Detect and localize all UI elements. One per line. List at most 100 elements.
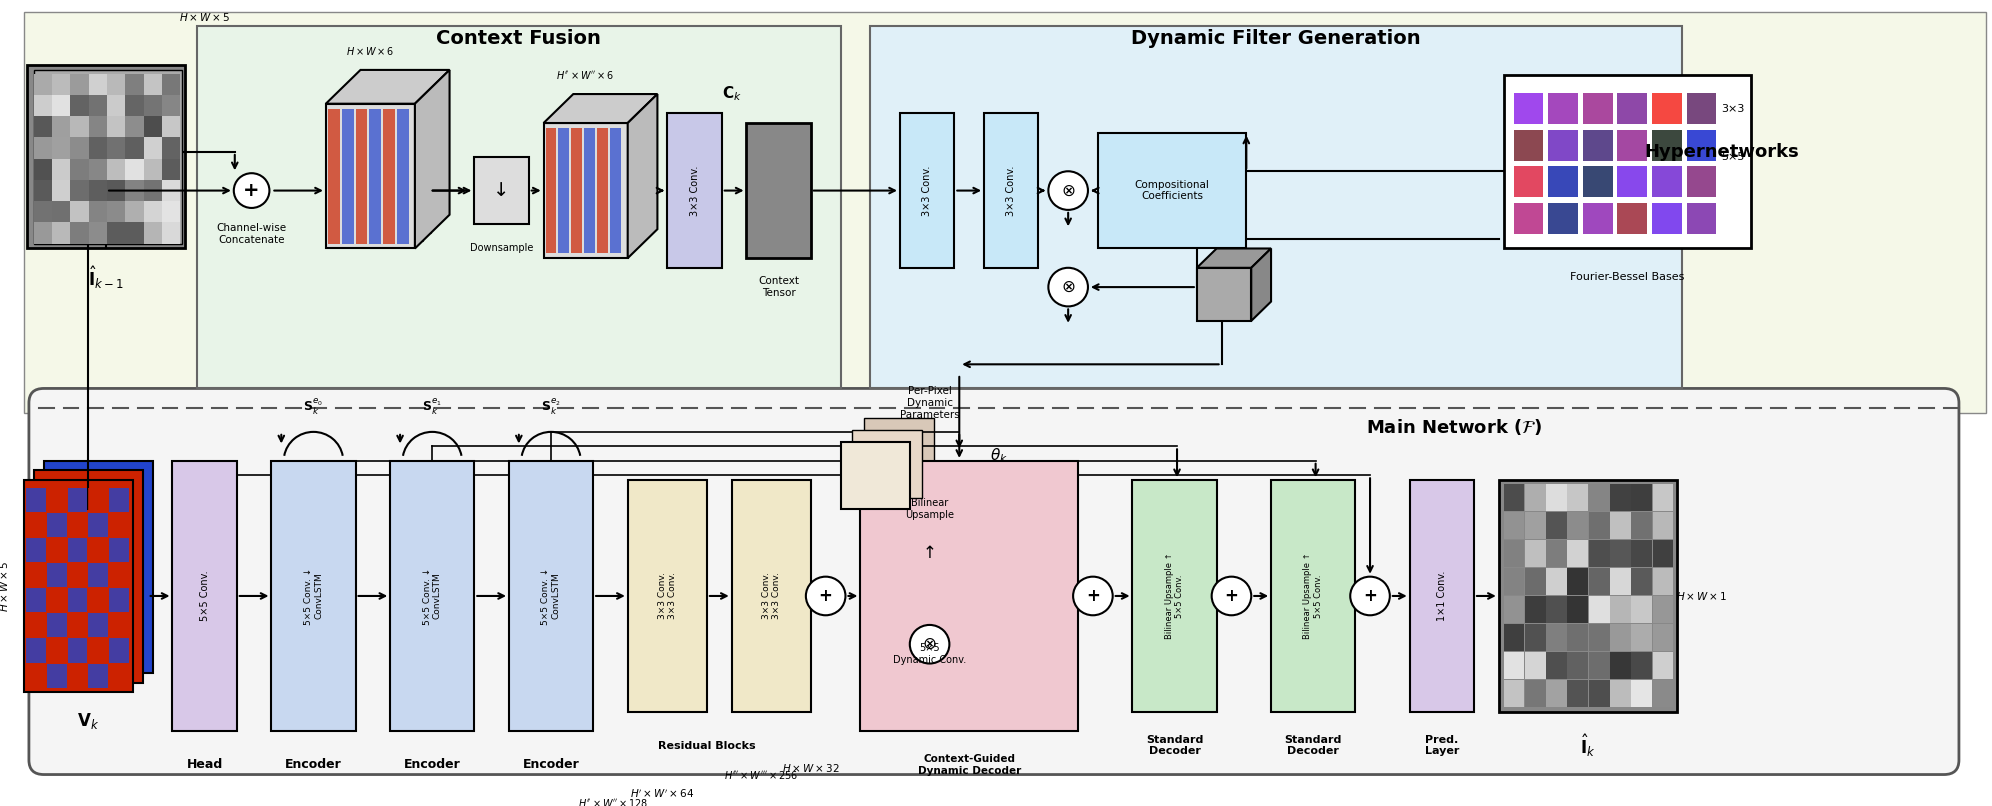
Text: Main Network ($\mathcal{F}$): Main Network ($\mathcal{F}$) xyxy=(1367,417,1542,437)
Bar xyxy=(90,202,108,222)
Bar xyxy=(329,109,341,243)
Bar xyxy=(1610,512,1631,539)
Bar xyxy=(110,588,129,613)
Bar xyxy=(1610,568,1631,595)
Bar xyxy=(984,114,1038,268)
Text: $\mathbf{S}_k^{e_0}$: $\mathbf{S}_k^{e_0}$ xyxy=(303,398,323,418)
Text: Fourier-Bessel Bases: Fourier-Bessel Bases xyxy=(1570,272,1685,282)
Bar xyxy=(1651,203,1681,234)
Bar xyxy=(1687,130,1717,160)
Bar xyxy=(271,461,355,731)
Text: 3×3 Conv.: 3×3 Conv. xyxy=(689,165,699,216)
Bar xyxy=(1618,93,1647,124)
Bar xyxy=(1504,624,1524,651)
Bar xyxy=(1546,568,1568,595)
Bar xyxy=(161,138,181,159)
Bar xyxy=(52,95,70,116)
Bar xyxy=(871,27,1681,388)
Bar xyxy=(1568,652,1588,679)
Bar xyxy=(161,202,181,222)
Bar xyxy=(1098,133,1247,248)
Bar xyxy=(1590,540,1610,567)
Bar xyxy=(1548,93,1578,124)
Bar xyxy=(46,588,66,613)
Bar xyxy=(34,159,52,180)
Bar xyxy=(1526,624,1546,651)
Bar xyxy=(1653,680,1673,707)
Text: 3×3 Conv.
3×3 Conv.: 3×3 Conv. 3×3 Conv. xyxy=(657,572,677,619)
Bar xyxy=(1653,624,1673,651)
Bar xyxy=(1610,540,1631,567)
Bar xyxy=(1653,568,1673,595)
Bar xyxy=(1631,680,1651,707)
Text: Downsample: Downsample xyxy=(470,243,534,253)
Text: $\mathbf{S}_k^{e_2}$: $\mathbf{S}_k^{e_2}$ xyxy=(542,398,562,418)
Bar xyxy=(88,563,108,588)
Bar xyxy=(70,138,90,159)
Text: Standard
Decoder: Standard Decoder xyxy=(1145,735,1203,756)
Bar xyxy=(108,202,125,222)
Bar xyxy=(1546,512,1568,539)
Bar xyxy=(161,180,181,202)
Bar xyxy=(161,222,181,243)
Bar xyxy=(46,613,66,638)
Bar xyxy=(108,138,125,159)
Bar xyxy=(110,638,129,663)
Bar xyxy=(110,563,129,588)
Bar xyxy=(34,180,52,202)
Bar xyxy=(1514,167,1544,197)
Bar xyxy=(26,638,46,663)
Bar xyxy=(369,109,380,243)
Bar xyxy=(1568,568,1588,595)
Bar xyxy=(1610,680,1631,707)
Text: ⊗: ⊗ xyxy=(922,635,936,653)
Bar xyxy=(68,613,88,638)
Bar xyxy=(34,471,143,683)
Bar xyxy=(46,488,66,512)
Text: $H\times W\times 5$: $H\times W\times 5$ xyxy=(0,561,10,612)
Text: 3×3 Conv.: 3×3 Conv. xyxy=(1006,165,1016,216)
Bar xyxy=(1653,484,1673,511)
Circle shape xyxy=(1351,576,1390,615)
Bar xyxy=(46,513,66,537)
Text: Dynamic Filter Generation: Dynamic Filter Generation xyxy=(1131,28,1420,48)
Bar xyxy=(143,95,161,116)
Bar xyxy=(1618,203,1647,234)
Polygon shape xyxy=(414,70,450,248)
Bar xyxy=(88,588,108,613)
Bar xyxy=(1526,680,1546,707)
Bar xyxy=(572,128,582,253)
Bar xyxy=(26,488,46,512)
Bar xyxy=(390,461,474,731)
Bar xyxy=(34,70,183,243)
Bar xyxy=(26,538,46,563)
Bar xyxy=(1653,652,1673,679)
Bar xyxy=(1514,93,1544,124)
Bar xyxy=(70,74,90,95)
Text: Channel-wise
Concatenate: Channel-wise Concatenate xyxy=(217,223,287,245)
Text: $H\times W\times 32$: $H\times W\times 32$ xyxy=(783,762,841,774)
Bar xyxy=(1653,596,1673,623)
Text: +: + xyxy=(1086,587,1100,605)
Bar xyxy=(1133,480,1217,712)
Bar xyxy=(44,461,153,673)
Bar xyxy=(1504,75,1751,248)
Bar xyxy=(52,138,70,159)
Text: $H'\times W'\times 64$: $H'\times W'\times 64$ xyxy=(629,787,695,800)
Bar xyxy=(1504,568,1524,595)
Bar xyxy=(143,180,161,202)
Text: $\mathbf{C}_k$: $\mathbf{C}_k$ xyxy=(721,85,741,103)
Bar xyxy=(34,222,52,243)
Bar xyxy=(1590,568,1610,595)
Bar xyxy=(1514,130,1544,160)
Polygon shape xyxy=(544,94,657,123)
Circle shape xyxy=(1048,171,1088,210)
Bar xyxy=(1526,484,1546,511)
Bar xyxy=(125,116,143,138)
Bar xyxy=(125,202,143,222)
Text: 3×3: 3×3 xyxy=(1721,103,1745,114)
Text: $H\times W\times 1$: $H\times W\times 1$ xyxy=(1675,590,1727,602)
Bar xyxy=(88,513,108,537)
Bar xyxy=(335,96,422,241)
Bar xyxy=(1546,652,1568,679)
